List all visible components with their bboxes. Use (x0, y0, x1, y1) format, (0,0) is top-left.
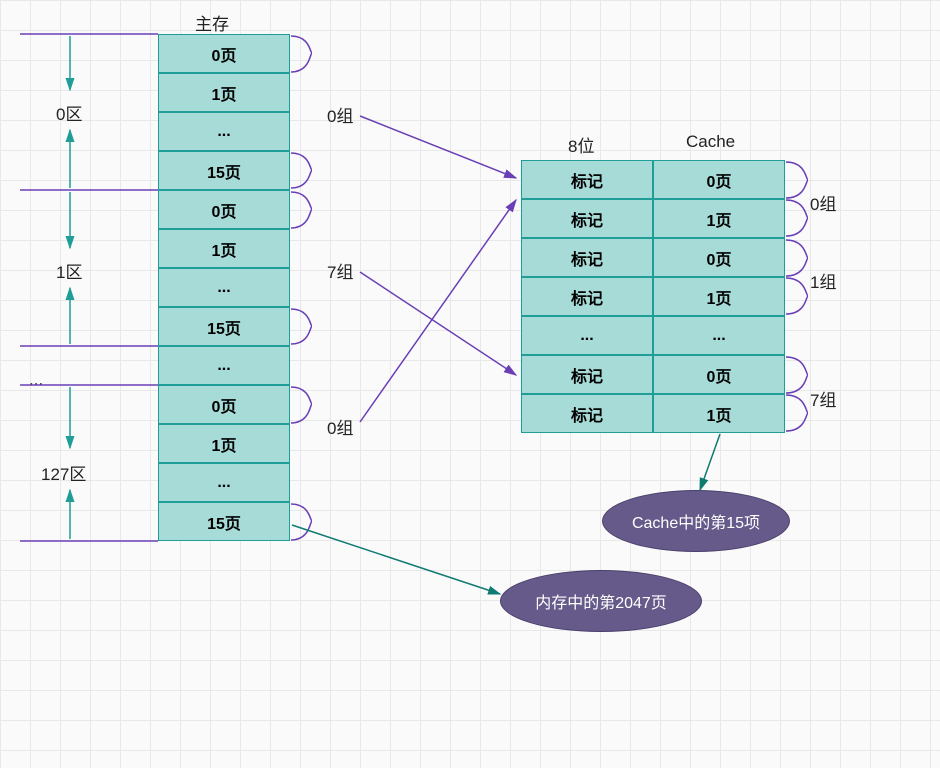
mem-cell: 0页 (158, 34, 290, 73)
cache-cell-tag: 标记 (521, 238, 653, 277)
cache-cell-tag: 标记 (521, 199, 653, 238)
mem-cell: 15页 (158, 307, 290, 346)
mem-cell: 1页 (158, 424, 290, 463)
cache-cell-tag: 标记 (521, 394, 653, 433)
cache-group-0: 0组 (810, 190, 836, 215)
cache-cell-tag: 标记 (521, 160, 653, 199)
cache-group-2: 7组 (810, 386, 836, 411)
cache-cell-page: ... (653, 316, 785, 355)
region-label-1: 1区 (56, 258, 82, 283)
cache-cell-page: 0页 (653, 160, 785, 199)
mem-group-0: 0组 (327, 102, 353, 127)
cache-cell-tag: ... (521, 316, 653, 355)
mem-cell: 1页 (158, 73, 290, 112)
connectors-overlay (0, 0, 940, 768)
mem-cell: ... (158, 463, 290, 502)
mem-cell: 1页 (158, 229, 290, 268)
region-label-0: 0区 (56, 100, 82, 125)
mem-title: 主存 (195, 10, 229, 35)
cache-header-right: Cache (686, 132, 735, 152)
region-label-3: 127区 (41, 460, 86, 485)
mem-cell: 0页 (158, 190, 290, 229)
cache-note-ellipse: Cache中的第15项 (602, 490, 790, 552)
cache-cell-tag: 标记 (521, 355, 653, 394)
mem-cell: ... (158, 112, 290, 151)
mem-group-1: 7组 (327, 258, 353, 283)
mem-cell: 0页 (158, 385, 290, 424)
cache-cell-page: 0页 (653, 355, 785, 394)
cache-group-1: 1组 (810, 268, 836, 293)
region-label-2: ... (29, 370, 43, 390)
mem-cell: 15页 (158, 151, 290, 190)
mem-cell: ... (158, 268, 290, 307)
mem-group-2: 0组 (327, 414, 353, 439)
diagram-content: 主存 8位 Cache 0区 1区 ... 127区 0组 7组 0组 0组 1… (0, 0, 940, 768)
cache-cell-page: 0页 (653, 238, 785, 277)
mem-cell: ... (158, 346, 290, 385)
cache-cell-page: 1页 (653, 394, 785, 433)
cache-cell-tag: 标记 (521, 277, 653, 316)
mem-note-ellipse: 内存中的第2047页 (500, 570, 702, 632)
mem-cell: 15页 (158, 502, 290, 541)
cache-cell-page: 1页 (653, 277, 785, 316)
cache-cell-page: 1页 (653, 199, 785, 238)
cache-header-left: 8位 (568, 132, 594, 157)
